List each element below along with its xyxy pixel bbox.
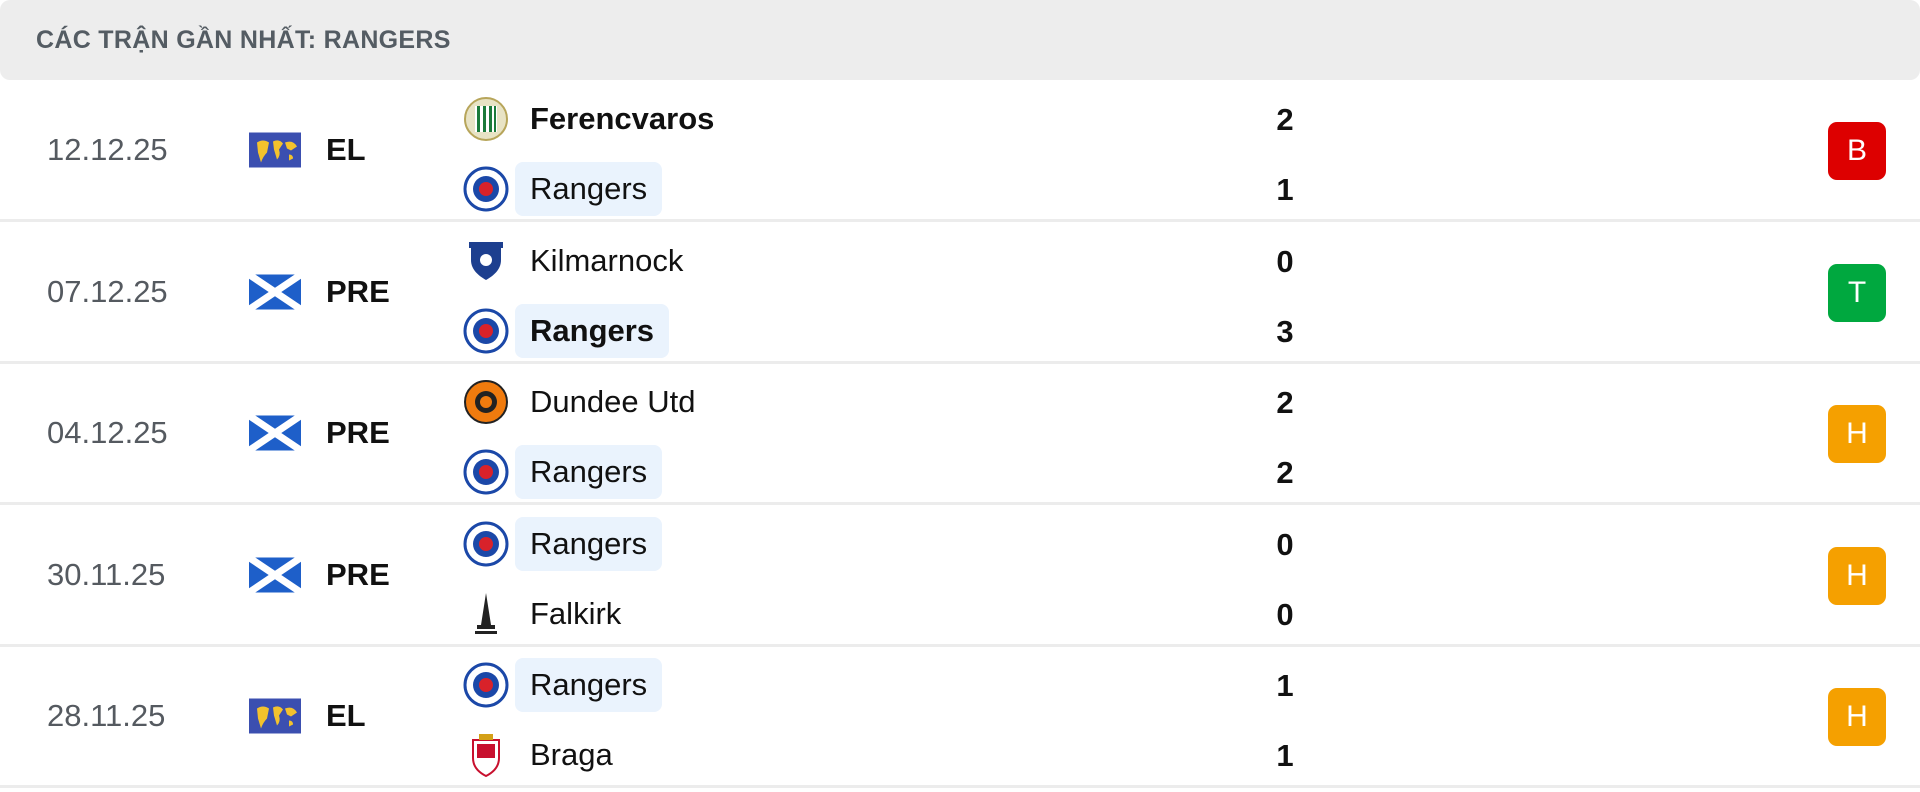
- away-score: 3: [1276, 313, 1294, 349]
- team-name: Rangers: [515, 658, 663, 713]
- league-name[interactable]: PRE: [326, 273, 390, 309]
- league-name[interactable]: EL: [326, 698, 366, 734]
- scotland-flag-icon: [249, 274, 301, 310]
- team-away[interactable]: Braga: [463, 727, 628, 783]
- team-home[interactable]: Rangers: [463, 516, 663, 572]
- match-row[interactable]: 28.11.25 EL Rangers Braga 1 1 H: [0, 647, 1920, 789]
- team-away[interactable]: Rangers: [463, 161, 663, 217]
- match-row[interactable]: 04.12.25 PRE Dundee Utd Rangers 2 2 H: [0, 364, 1920, 506]
- section-title: CÁC TRẬN GẦN NHẤT: RANGERS: [36, 25, 451, 54]
- europe-flag-icon: [249, 698, 301, 734]
- rangers-logo-icon: [463, 521, 509, 567]
- away-score: 1: [1276, 172, 1294, 207]
- match-date: 12.12.25: [47, 132, 168, 167]
- rangers-logo-icon: [463, 308, 509, 354]
- section-header: CÁC TRẬN GẦN NHẤT: RANGERS: [0, 0, 1920, 80]
- match-row[interactable]: 07.12.25 PRE Kilmarnock Rangers 0 3 T: [0, 223, 1920, 364]
- match-date: 04.12.25: [47, 415, 168, 451]
- match-row[interactable]: 12.12.25 EL Ferencvaros Rangers 2 1 B: [0, 81, 1920, 222]
- rangers-logo-icon: [463, 449, 509, 495]
- team-name: Braga: [530, 737, 613, 773]
- home-score: 0: [1276, 526, 1294, 562]
- team-name: Rangers: [515, 303, 670, 358]
- braga-logo-icon: [472, 734, 500, 778]
- match-row[interactable]: 30.11.25 PRE Rangers Falkirk 0 0 H: [0, 506, 1920, 647]
- result-badge: B: [1828, 122, 1886, 180]
- team-away[interactable]: Rangers: [463, 444, 663, 500]
- dundee-utd-logo-icon: [464, 380, 508, 425]
- team-away[interactable]: Rangers: [463, 303, 670, 359]
- home-score: 1: [1276, 668, 1294, 704]
- match-date: 07.12.25: [47, 273, 168, 309]
- league-name[interactable]: PRE: [326, 415, 390, 451]
- scotland-flag-icon: [249, 415, 301, 451]
- ferencvaros-logo-icon: [464, 97, 508, 141]
- league-name[interactable]: EL: [326, 132, 366, 167]
- team-away[interactable]: Falkirk: [463, 586, 636, 642]
- team-home[interactable]: Dundee Utd: [463, 374, 710, 430]
- match-date: 30.11.25: [47, 556, 166, 592]
- team-name: Falkirk: [530, 595, 622, 631]
- falkirk-logo-icon: [475, 592, 497, 634]
- match-date: 28.11.25: [47, 698, 166, 734]
- league-name[interactable]: PRE: [326, 556, 390, 592]
- europe-flag-icon: [249, 132, 301, 168]
- team-name: Rangers: [515, 445, 663, 500]
- result-badge: H: [1828, 405, 1886, 464]
- team-name: Ferencvaros: [530, 101, 715, 136]
- kilmarnock-logo-icon: [469, 241, 503, 280]
- team-home[interactable]: Ferencvaros: [463, 91, 729, 147]
- team-home[interactable]: Kilmarnock: [463, 233, 698, 289]
- team-name: Rangers: [515, 516, 663, 571]
- result-badge: H: [1828, 688, 1886, 747]
- team-name: Rangers: [515, 162, 663, 216]
- away-score: 0: [1276, 596, 1294, 632]
- scotland-flag-icon: [249, 557, 301, 593]
- team-name: Kilmarnock: [530, 242, 684, 278]
- home-score: 2: [1276, 385, 1294, 421]
- team-name: Dundee Utd: [530, 384, 696, 420]
- rangers-logo-icon: [463, 166, 509, 212]
- team-home[interactable]: Rangers: [463, 657, 663, 713]
- home-score: 2: [1276, 102, 1294, 137]
- result-badge: T: [1828, 263, 1886, 322]
- away-score: 2: [1276, 455, 1294, 491]
- result-badge: H: [1828, 546, 1886, 605]
- rangers-logo-icon: [463, 662, 509, 708]
- away-score: 1: [1276, 738, 1294, 774]
- home-score: 0: [1276, 243, 1294, 279]
